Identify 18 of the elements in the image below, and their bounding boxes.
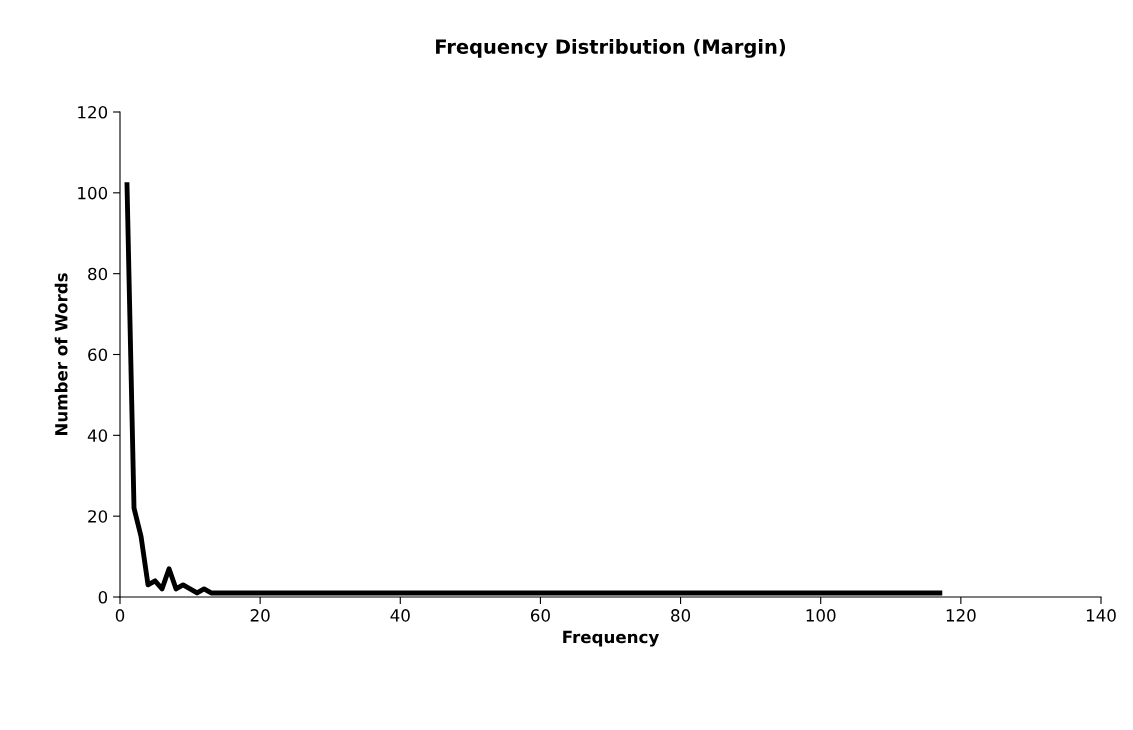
- x-tick-label: 120: [946, 609, 976, 622]
- x-tick-label: 80: [671, 609, 691, 622]
- y-tick-label: 100: [78, 186, 108, 200]
- x-tick-label: 20: [250, 609, 270, 622]
- y-tick-label: 40: [87, 429, 108, 442]
- y-tick-label: 60: [88, 348, 108, 362]
- y-tick-label: 0: [98, 590, 108, 604]
- x-axis-title: Frequency: [563, 630, 659, 647]
- x-tick-label: 100: [806, 609, 836, 622]
- y-axis-title: Number of Words: [54, 273, 68, 436]
- chart-title: Frequency Distribution (Margin): [436, 38, 786, 58]
- x-tick-label: 60: [530, 609, 550, 622]
- x-tick-label: 0: [115, 609, 125, 622]
- x-tick-label: 140: [1086, 609, 1116, 622]
- y-tick-label: 80: [88, 267, 108, 281]
- x-tick-label: 40: [390, 609, 410, 622]
- y-tick-label: 20: [88, 510, 108, 523]
- y-tick-label: 120: [78, 105, 108, 119]
